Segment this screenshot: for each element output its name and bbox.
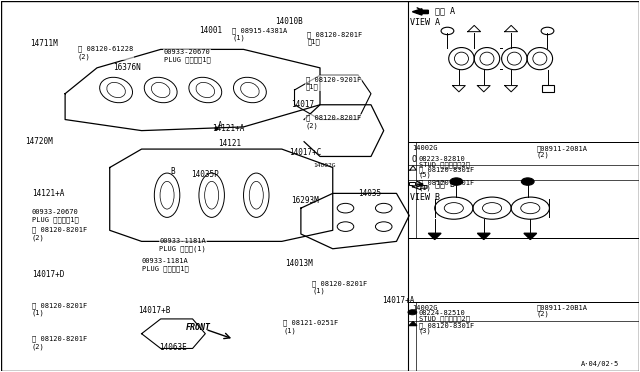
Text: Ⓑ 08120-9201F
（1）: Ⓑ 08120-9201F （1） [306,76,361,90]
Polygon shape [477,233,490,240]
Text: (3): (3) [419,328,431,334]
Polygon shape [412,184,427,190]
Text: 08223-82810: 08223-82810 [419,156,465,162]
Text: (5): (5) [419,171,431,178]
Text: 16293M: 16293M [291,196,319,205]
Text: Ⓑ 08120-8201F
(1): Ⓑ 08120-8201F (1) [312,280,367,294]
Text: 00933-20670
PLUG プラグ（1）: 00933-20670 PLUG プラグ（1） [164,49,211,63]
Text: 14017: 14017 [291,100,314,109]
Polygon shape [409,321,417,326]
Text: Ⓑ 08120-8201F
(1): Ⓑ 08120-8201F (1) [32,302,87,317]
Text: 14017+A: 14017+A [382,296,414,305]
Bar [408,238,639,302]
Bar [408,1,639,142]
Polygon shape [428,233,441,240]
Bar [408,302,639,371]
Polygon shape [524,233,537,240]
Text: Ⓑ 08121-0251F
(1): Ⓑ 08121-0251F (1) [283,320,339,334]
Text: 14063E: 14063E [159,343,187,352]
Text: VIEW B: VIEW B [410,193,440,202]
Text: 16376N: 16376N [113,63,141,72]
Text: 14002G: 14002G [314,163,336,168]
Text: 矢視 B: 矢視 B [435,180,454,189]
Text: 14010B: 14010B [275,17,303,26]
Text: FRONT: FRONT [186,323,211,331]
Text: Ⓑ 08120-8301F: Ⓑ 08120-8301F [419,323,474,329]
Text: 14711M: 14711M [30,39,58,48]
Text: Ⓑ 08120-61228
(2): Ⓑ 08120-61228 (2) [78,46,133,60]
Text: 14002G: 14002G [412,305,438,311]
Text: 14017+C: 14017+C [289,148,322,157]
Text: 00933-1181A
PLUG プラグ(1): 00933-1181A PLUG プラグ(1) [159,238,206,252]
Text: 14017+D: 14017+D [32,270,65,279]
Text: ⓝ08911-2081A: ⓝ08911-2081A [537,145,588,152]
Text: ⓝ08911-20B1A: ⓝ08911-20B1A [537,305,588,311]
Polygon shape [412,9,428,15]
Text: 00933-1181A
PLUG プラグ（1）: 00933-1181A PLUG プラグ（1） [141,258,188,272]
Text: 14002G: 14002G [412,145,438,151]
Text: 08224-82510: 08224-82510 [419,310,465,317]
Text: 14013M: 14013M [285,259,313,268]
Text: A·04/02·5: A·04/02·5 [581,361,620,367]
Bar [542,85,554,92]
Text: 矢視 A: 矢視 A [435,6,454,15]
Text: Ⓑ 08120-8201F
(2): Ⓑ 08120-8201F (2) [306,115,361,129]
Text: (1): (1) [419,185,431,191]
Text: 14720M: 14720M [26,137,53,146]
Text: 14121: 14121 [218,139,241,148]
Text: Ⓦ 08915-4381A
(1): Ⓦ 08915-4381A (1) [232,27,287,41]
Text: 00933-20670
PLUG プラグ（1）: 00933-20670 PLUG プラグ（1） [32,209,79,223]
Text: 14001: 14001 [199,26,222,35]
Bar [409,182,415,185]
Text: 14121+A: 14121+A [32,189,65,198]
Text: Ⓑ 08120-8301F: Ⓑ 08120-8301F [419,166,474,173]
Text: STUD スタッド（2）: STUD スタッド（2） [419,161,470,167]
Circle shape [522,178,534,185]
Circle shape [450,178,463,185]
Text: A: A [218,121,223,129]
Text: Ⓑ 08120-8201F
（1）: Ⓑ 08120-8201F （1） [307,31,362,45]
Text: O: O [412,155,417,164]
Text: STUD スタッド（2）: STUD スタッド（2） [419,315,470,322]
Bar [408,142,639,238]
Text: Ⓑ 08120-8201F
(2): Ⓑ 08120-8201F (2) [32,336,87,350]
Text: 14035P: 14035P [191,170,219,179]
Text: Ⓑ 08120-8201F
(2): Ⓑ 08120-8201F (2) [32,227,87,241]
Text: (2): (2) [537,151,549,158]
Text: Ⓑ 08120-8701F: Ⓑ 08120-8701F [419,180,474,186]
Text: 14035: 14035 [358,189,381,198]
Text: 14017+B: 14017+B [138,306,171,315]
Text: B: B [170,167,175,176]
Text: VIEW A: VIEW A [410,18,440,27]
Text: (2): (2) [537,310,549,317]
Text: 14121+A: 14121+A [212,124,244,133]
Circle shape [408,310,417,315]
